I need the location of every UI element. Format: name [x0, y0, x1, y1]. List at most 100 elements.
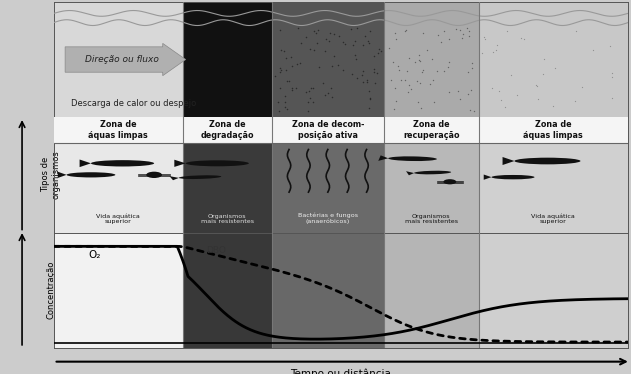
Text: Zona de decom-
posição ativa: Zona de decom- posição ativa [292, 120, 364, 140]
Point [210, 39, 220, 45]
Point [215, 103, 225, 109]
Point [365, 28, 375, 34]
Point [285, 54, 295, 60]
Point [259, 28, 269, 34]
Point [259, 59, 269, 65]
Point [224, 108, 234, 114]
Point [389, 30, 399, 36]
Point [204, 88, 214, 94]
Point [412, 79, 422, 85]
Ellipse shape [514, 158, 581, 164]
Point [324, 38, 334, 44]
Point [207, 29, 217, 35]
Point [365, 95, 375, 101]
Point [314, 64, 324, 70]
Point [418, 30, 428, 36]
Text: Zona de
recuperação: Zona de recuperação [403, 120, 459, 140]
Point [226, 42, 236, 48]
Polygon shape [170, 176, 179, 180]
Point [230, 92, 240, 98]
Ellipse shape [388, 156, 437, 161]
Point [570, 98, 581, 104]
Point [216, 101, 227, 107]
Point [203, 26, 213, 32]
Point [487, 85, 497, 91]
Bar [54, 117, 183, 142]
Point [224, 106, 234, 112]
Point [350, 52, 360, 58]
Point [186, 83, 196, 89]
Bar [478, 117, 628, 233]
Point [417, 69, 427, 75]
Point [452, 88, 463, 94]
Point [512, 92, 522, 98]
Polygon shape [58, 172, 66, 178]
Point [292, 61, 302, 67]
Point [256, 35, 266, 41]
Point [466, 87, 476, 93]
Point [607, 74, 617, 80]
Point [538, 71, 548, 77]
Point [216, 98, 227, 104]
Point [260, 63, 270, 69]
Ellipse shape [492, 175, 534, 180]
Point [275, 65, 285, 71]
Point [218, 46, 228, 52]
Point [191, 84, 201, 90]
Point [321, 92, 331, 98]
Point [240, 55, 251, 61]
Point [209, 76, 220, 82]
Ellipse shape [146, 172, 162, 178]
Polygon shape [484, 175, 492, 180]
Polygon shape [80, 159, 91, 167]
Point [456, 27, 466, 33]
Point [192, 105, 202, 111]
Point [439, 28, 449, 34]
Point [606, 95, 616, 101]
Point [200, 79, 210, 85]
Point [274, 108, 285, 114]
Point [327, 63, 337, 69]
Point [348, 42, 358, 47]
Point [519, 36, 529, 42]
Point [250, 39, 260, 45]
Polygon shape [502, 157, 514, 165]
Point [220, 73, 230, 79]
Point [463, 69, 473, 75]
Point [249, 71, 259, 77]
Point [228, 25, 239, 31]
Point [338, 67, 348, 73]
Bar [272, 2, 384, 117]
Point [386, 77, 396, 83]
Point [321, 36, 331, 42]
Point [233, 32, 244, 38]
Point [211, 50, 221, 56]
Point [296, 40, 306, 46]
Point [235, 55, 245, 61]
Point [351, 56, 361, 62]
Point [462, 25, 472, 31]
Point [480, 36, 490, 42]
Point [242, 85, 252, 91]
Bar [54, 233, 183, 348]
Point [247, 27, 257, 33]
Point [293, 25, 303, 31]
Point [273, 99, 283, 105]
Point [403, 89, 413, 95]
Point [258, 52, 268, 58]
Point [352, 25, 362, 31]
Bar [272, 117, 384, 233]
Bar [183, 2, 272, 117]
Bar [478, 233, 628, 348]
Point [254, 53, 264, 59]
Point [251, 31, 261, 37]
Text: Vida aquática
superior: Vida aquática superior [97, 213, 140, 224]
Point [308, 85, 318, 91]
Point [372, 70, 382, 76]
Point [400, 28, 410, 34]
Point [290, 85, 300, 91]
Point [237, 94, 247, 100]
Point [286, 87, 297, 93]
Point [532, 83, 542, 89]
Point [286, 85, 297, 91]
